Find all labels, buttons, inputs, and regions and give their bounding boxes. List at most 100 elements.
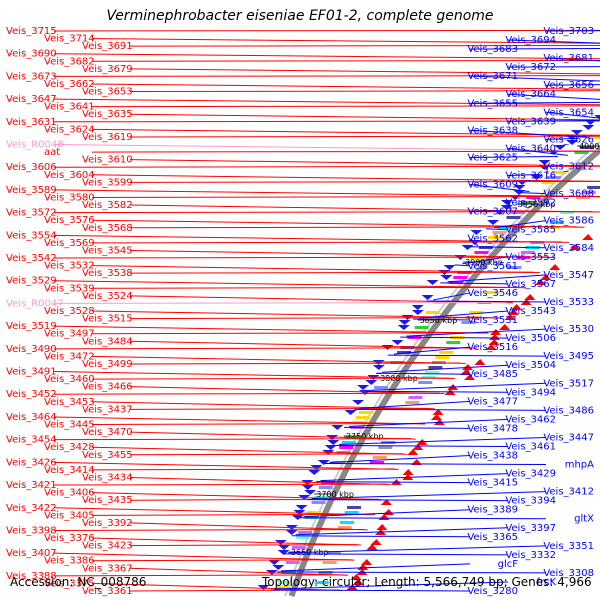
gene-label[interactable]: Veis_3389 [467, 505, 518, 516]
gene-label[interactable]: Veis_3569 [44, 238, 95, 249]
gene-label[interactable]: Veis_3604 [44, 170, 95, 181]
gene-label[interactable]: Veis_3491 [6, 367, 57, 378]
gene-label[interactable]: Veis_3612 [543, 161, 594, 172]
gene-label[interactable]: Veis_3690 [6, 49, 57, 60]
gene-label[interactable]: Veis_3547 [543, 270, 594, 281]
gene-label[interactable]: Veis_3576 [44, 215, 95, 226]
gene-label[interactable]: Veis_3531 [467, 315, 518, 326]
gene-label[interactable]: Veis_3490 [6, 344, 57, 355]
gene-label[interactable]: Veis_R0048 [6, 140, 64, 151]
gene-label[interactable]: Veis_3539 [44, 283, 95, 294]
gene-label[interactable]: Veis_3546 [467, 288, 518, 299]
gene-label[interactable]: Veis_3585 [505, 225, 556, 236]
gene-label[interactable]: Veis_3562 [467, 234, 518, 245]
gene-label[interactable]: Veis_3626 [543, 134, 594, 145]
gene-label[interactable]: Veis_3414 [44, 465, 95, 476]
gene-label[interactable]: Veis_3572 [6, 208, 57, 219]
gene-label[interactable]: Veis_3405 [44, 510, 95, 521]
gene-label[interactable]: Veis_3485 [467, 369, 518, 380]
gene-label[interactable]: Veis_3460 [44, 374, 95, 385]
gene-label[interactable]: Veis_3454 [6, 435, 57, 446]
gene-label[interactable]: Veis_3655 [467, 98, 518, 109]
gene-label[interactable]: Veis_3528 [44, 306, 95, 317]
gene-label[interactable]: Veis_3691 [82, 41, 133, 52]
gene-label[interactable]: Veis_3445 [44, 420, 95, 431]
gene-label[interactable]: Veis_3447 [543, 432, 594, 443]
gene-label[interactable]: Veis_3625 [467, 152, 518, 163]
gene-label[interactable]: Veis_3428 [44, 442, 95, 453]
gene-label[interactable]: gltX [574, 514, 594, 525]
gene-label[interactable]: Veis_3586 [543, 216, 594, 227]
gene-label[interactable]: Veis_3529 [6, 276, 57, 287]
gene-label[interactable]: glcF [498, 559, 519, 570]
gene-label[interactable]: Veis_3715 [6, 26, 57, 37]
gene-label[interactable]: Veis_3524 [82, 291, 133, 302]
gene-label[interactable]: Veis_3631 [6, 117, 57, 128]
gene-label[interactable]: Veis_3641 [44, 102, 95, 113]
gene-label[interactable]: Veis_3495 [543, 351, 594, 362]
gene-label[interactable]: Veis_3584 [543, 243, 594, 254]
gene-label[interactable]: aat [44, 147, 60, 158]
gene-label[interactable]: Veis_3542 [6, 253, 57, 264]
gene-label[interactable]: Veis_3656 [543, 80, 594, 91]
gene-label[interactable]: Veis_3365 [467, 532, 518, 543]
gene-label[interactable]: Veis_3422 [6, 503, 57, 514]
gene-label[interactable]: Veis_3610 [82, 155, 133, 166]
gene-label[interactable]: Veis_3672 [505, 62, 556, 73]
gene-label[interactable]: Veis_3532 [44, 261, 95, 272]
gene-label[interactable]: Veis_3461 [505, 441, 556, 452]
gene-label[interactable]: Veis_3497 [44, 329, 95, 340]
gene-label[interactable]: Veis_3561 [467, 261, 518, 272]
gene-label[interactable]: Veis_3543 [505, 306, 556, 317]
gene-label[interactable]: Veis_3455 [82, 450, 133, 461]
gene-label[interactable]: Veis_3494 [505, 387, 556, 398]
gene-label[interactable]: Veis_3647 [6, 94, 57, 105]
gene-label[interactable]: mhpA [565, 460, 594, 471]
gene-label[interactable]: Veis_3619 [82, 132, 133, 143]
gene-label[interactable]: Veis_3635 [82, 109, 133, 120]
gene-label[interactable]: Veis_3499 [82, 359, 133, 370]
gene-label[interactable]: Veis_3434 [82, 472, 133, 483]
gene-label[interactable]: Veis_3423 [82, 541, 133, 552]
gene-label[interactable]: Veis_3453 [44, 397, 95, 408]
gene-label[interactable]: Veis_3392 [82, 518, 133, 529]
gene-label[interactable]: Veis_3599 [82, 177, 133, 188]
gene-label[interactable]: Veis_3639 [505, 116, 556, 127]
gene-label[interactable]: Veis_3519 [6, 321, 57, 332]
gene-label[interactable]: Veis_3681 [543, 53, 594, 64]
gene-label[interactable]: Veis_3580 [44, 192, 95, 203]
gene-label[interactable]: Veis_3398 [6, 525, 57, 536]
gene-label[interactable]: Veis_3567 [505, 279, 556, 290]
gene-label[interactable]: Veis_3609 [467, 180, 518, 191]
gene-label[interactable]: Veis_3438 [467, 451, 518, 462]
gene-label[interactable]: Veis_3589 [6, 185, 57, 196]
gene-label[interactable]: Veis_3673 [6, 71, 57, 82]
gene-label[interactable]: Veis_3592 [505, 198, 556, 209]
gene-label[interactable]: Veis_3530 [543, 324, 594, 335]
gene-label[interactable]: Veis_3478 [467, 423, 518, 434]
gene-label[interactable]: Veis_3397 [505, 523, 556, 534]
gene-label[interactable]: Veis_3429 [505, 469, 556, 480]
gene-label[interactable]: Veis_3394 [505, 496, 556, 507]
gene-label[interactable]: Veis_3703 [543, 26, 594, 37]
gene-label[interactable]: Veis_3421 [6, 480, 57, 491]
gene-label[interactable]: Veis_3515 [82, 314, 133, 325]
gene-label[interactable]: Veis_3470 [82, 427, 133, 438]
gene-label[interactable]: Veis_3435 [82, 495, 133, 506]
gene-label[interactable]: Veis_3606 [6, 162, 57, 173]
gene-label[interactable]: Veis_3477 [467, 396, 518, 407]
gene-label[interactable]: Veis_3608 [543, 189, 594, 200]
gene-label[interactable]: Veis_3472 [44, 351, 95, 362]
gene-label[interactable]: Veis_3624 [44, 124, 95, 135]
gene-label[interactable]: Veis_3533 [543, 297, 594, 308]
gene-label[interactable]: Veis_3671 [467, 71, 518, 82]
gene-label[interactable]: Veis_3638 [467, 125, 518, 136]
gene-label[interactable]: Veis_3538 [82, 268, 133, 279]
gene-label[interactable]: Veis_3386 [44, 556, 95, 567]
gene-label[interactable]: Veis_3388 [6, 571, 57, 582]
gene-label[interactable]: Veis_3332 [505, 550, 556, 561]
gene-label[interactable]: Veis_3412 [543, 487, 594, 498]
gene-label[interactable]: Veis_3616 [505, 171, 556, 182]
gene-label[interactable]: Veis_3682 [44, 56, 95, 67]
gene-label[interactable]: frcK [537, 577, 557, 588]
